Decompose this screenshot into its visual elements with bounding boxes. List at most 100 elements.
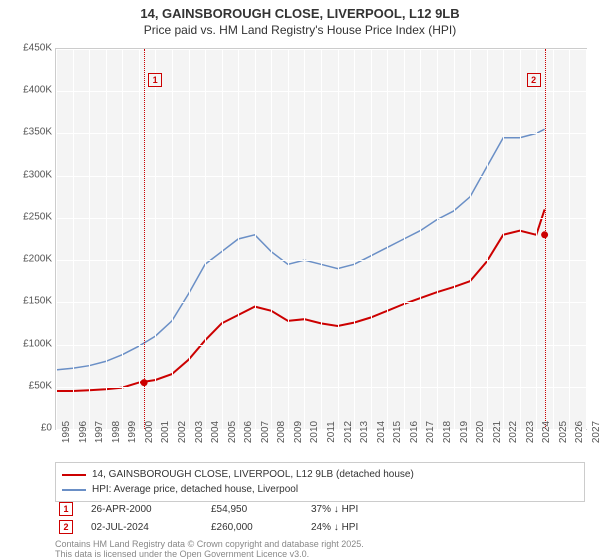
x-tick-label: 2027 bbox=[585, 421, 600, 443]
grid-line-v bbox=[354, 49, 355, 429]
grid-line-v bbox=[338, 49, 339, 429]
x-tick-label: 2022 bbox=[502, 421, 519, 443]
legend-swatch bbox=[62, 474, 86, 476]
grid-line-v bbox=[89, 49, 90, 429]
x-tick-label: 2018 bbox=[436, 421, 453, 443]
grid-line-v bbox=[371, 49, 372, 429]
grid-line-v bbox=[205, 49, 206, 429]
legend: 14, GAINSBOROUGH CLOSE, LIVERPOOL, L12 9… bbox=[55, 462, 585, 502]
event-row: 2 02-JUL-2024 £260,000 24% ↓ HPI bbox=[55, 518, 585, 536]
legend-label: 14, GAINSBOROUGH CLOSE, LIVERPOOL, L12 9… bbox=[92, 467, 414, 482]
x-tick-label: 2008 bbox=[270, 421, 287, 443]
legend-swatch bbox=[62, 489, 86, 491]
event-row: 1 26-APR-2000 £54,950 37% ↓ HPI bbox=[55, 500, 585, 518]
grid-line-v bbox=[321, 49, 322, 429]
x-tick-label: 2001 bbox=[154, 421, 171, 443]
event-delta: 37% ↓ HPI bbox=[311, 504, 581, 515]
grid-line-v bbox=[487, 49, 488, 429]
series-line-1 bbox=[56, 129, 545, 370]
legend-row: HPI: Average price, detached house, Live… bbox=[62, 482, 578, 497]
x-tick-label: 1999 bbox=[121, 421, 138, 443]
grid-line-v bbox=[139, 49, 140, 429]
event-marker-line bbox=[144, 49, 145, 429]
grid-line-v bbox=[288, 49, 289, 429]
grid-line-v bbox=[503, 49, 504, 429]
chart-container: 14, GAINSBOROUGH CLOSE, LIVERPOOL, L12 9… bbox=[0, 0, 600, 560]
grid-line-v bbox=[304, 49, 305, 429]
x-tick-label: 2017 bbox=[419, 421, 436, 443]
legend-row: 14, GAINSBOROUGH CLOSE, LIVERPOOL, L12 9… bbox=[62, 467, 578, 482]
x-tick-label: 2012 bbox=[337, 421, 354, 443]
x-tick-label: 2011 bbox=[320, 421, 337, 443]
grid-line-v bbox=[404, 49, 405, 429]
x-tick-label: 2020 bbox=[469, 421, 486, 443]
y-tick-label: £100K bbox=[6, 338, 52, 349]
x-tick-label: 2014 bbox=[370, 421, 387, 443]
grid-line-v bbox=[420, 49, 421, 429]
x-tick-label: 2016 bbox=[403, 421, 420, 443]
grid-line-v bbox=[222, 49, 223, 429]
title-block: 14, GAINSBOROUGH CLOSE, LIVERPOOL, L12 9… bbox=[0, 0, 600, 38]
event-date: 26-APR-2000 bbox=[91, 504, 201, 515]
x-tick-label: 2019 bbox=[453, 421, 470, 443]
grid-line-v bbox=[238, 49, 239, 429]
event-price: £260,000 bbox=[211, 522, 301, 533]
x-tick-label: 1997 bbox=[88, 421, 105, 443]
grid-line-v bbox=[536, 49, 537, 429]
footer: Contains HM Land Registry data © Crown c… bbox=[55, 540, 364, 560]
x-tick-label: 2005 bbox=[221, 421, 238, 443]
x-tick-label: 1996 bbox=[72, 421, 89, 443]
x-tick-label: 2015 bbox=[386, 421, 403, 443]
grid-line-v bbox=[172, 49, 173, 429]
grid-line-v bbox=[122, 49, 123, 429]
event-date: 02-JUL-2024 bbox=[91, 522, 201, 533]
grid-line-v bbox=[454, 49, 455, 429]
title-line1: 14, GAINSBOROUGH CLOSE, LIVERPOOL, L12 9… bbox=[0, 6, 600, 23]
x-tick-label: 1995 bbox=[55, 421, 72, 443]
y-tick-label: £350K bbox=[6, 127, 52, 138]
grid-line-v bbox=[569, 49, 570, 429]
x-tick-label: 2024 bbox=[535, 421, 552, 443]
x-tick-label: 2006 bbox=[237, 421, 254, 443]
y-tick-label: £450K bbox=[6, 43, 52, 54]
x-tick-label: 2009 bbox=[287, 421, 304, 443]
grid-line-v bbox=[437, 49, 438, 429]
grid-line-v bbox=[387, 49, 388, 429]
series-line-0 bbox=[56, 209, 545, 391]
event-marker-box: 1 bbox=[148, 73, 162, 87]
grid-line-v bbox=[586, 49, 587, 429]
event-row-marker: 2 bbox=[59, 520, 73, 534]
x-tick-label: 2026 bbox=[568, 421, 585, 443]
grid-line-v bbox=[56, 49, 57, 429]
y-tick-label: £300K bbox=[6, 169, 52, 180]
x-tick-label: 2000 bbox=[138, 421, 155, 443]
title-line2: Price paid vs. HM Land Registry's House … bbox=[0, 23, 600, 39]
x-tick-label: 2010 bbox=[303, 421, 320, 443]
event-marker-box: 2 bbox=[527, 73, 541, 87]
x-tick-label: 2023 bbox=[519, 421, 536, 443]
y-tick-label: £250K bbox=[6, 211, 52, 222]
x-tick-label: 2025 bbox=[552, 421, 569, 443]
x-tick-label: 2007 bbox=[254, 421, 271, 443]
grid-line-v bbox=[155, 49, 156, 429]
grid-line-v bbox=[255, 49, 256, 429]
event-price: £54,950 bbox=[211, 504, 301, 515]
y-tick-label: £150K bbox=[6, 296, 52, 307]
y-tick-label: £400K bbox=[6, 85, 52, 96]
grid-line-v bbox=[271, 49, 272, 429]
x-tick-label: 1998 bbox=[105, 421, 122, 443]
y-tick-label: £0 bbox=[6, 423, 52, 434]
event-delta: 24% ↓ HPI bbox=[311, 522, 581, 533]
grid-line-v bbox=[470, 49, 471, 429]
x-tick-label: 2021 bbox=[486, 421, 503, 443]
events-table: 1 26-APR-2000 £54,950 37% ↓ HPI 2 02-JUL-2024… bbox=[55, 500, 585, 536]
x-tick-label: 2004 bbox=[204, 421, 221, 443]
grid-line-v bbox=[106, 49, 107, 429]
footer-line2: This data is licensed under the Open Gov… bbox=[55, 550, 364, 560]
plot-area: 12 bbox=[55, 48, 587, 430]
x-tick-label: 2003 bbox=[188, 421, 205, 443]
event-row-marker: 1 bbox=[59, 502, 73, 516]
x-tick-label: 2013 bbox=[353, 421, 370, 443]
grid-line-v bbox=[553, 49, 554, 429]
x-tick-label: 2002 bbox=[171, 421, 188, 443]
